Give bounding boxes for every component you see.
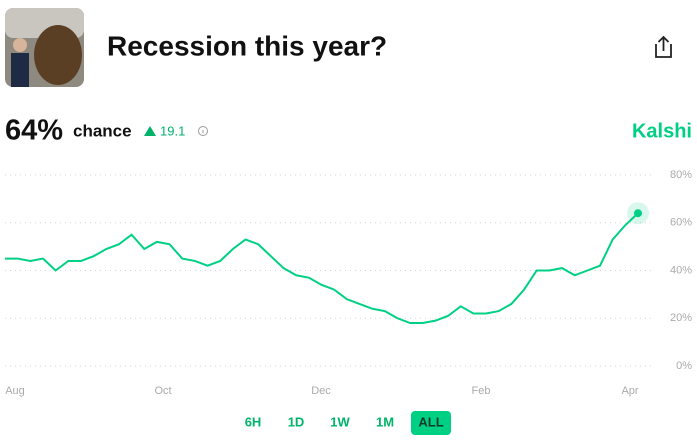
x-tick-label: Oct (154, 385, 171, 397)
line (5, 212, 639, 325)
range-button[interactable]: 1W (330, 414, 350, 429)
change-arrow (144, 126, 156, 136)
range-button[interactable]: ALL (418, 414, 443, 429)
range-button-bg[interactable] (411, 411, 451, 435)
x-tick-label: Apr (621, 385, 638, 397)
y-tick-label: 80% (670, 169, 692, 181)
chance-label: chance (73, 121, 132, 140)
range-button[interactable]: 1D (288, 414, 305, 429)
range-button[interactable]: 1M (376, 414, 394, 429)
info-icon[interactable] (198, 126, 208, 136)
change-value: 19.1 (160, 123, 185, 138)
x-tick-label: Feb (472, 385, 491, 397)
share-button[interactable] (655, 35, 672, 58)
x-tick-label: Aug (5, 385, 25, 397)
y-tick-label: 40% (670, 264, 692, 276)
brand: Kalshi (632, 120, 692, 142)
market-title: Recession this year? (107, 30, 387, 61)
y-tick-label: 20% (670, 312, 692, 324)
y-tick-label: 0% (676, 360, 692, 372)
y-tick-label: 60% (670, 217, 692, 229)
x-tick-label: Dec (311, 385, 331, 397)
market-image (5, 8, 84, 87)
end-point (634, 209, 642, 218)
range-button[interactable]: 6H (245, 414, 262, 429)
chance-value: 64% (5, 115, 63, 147)
